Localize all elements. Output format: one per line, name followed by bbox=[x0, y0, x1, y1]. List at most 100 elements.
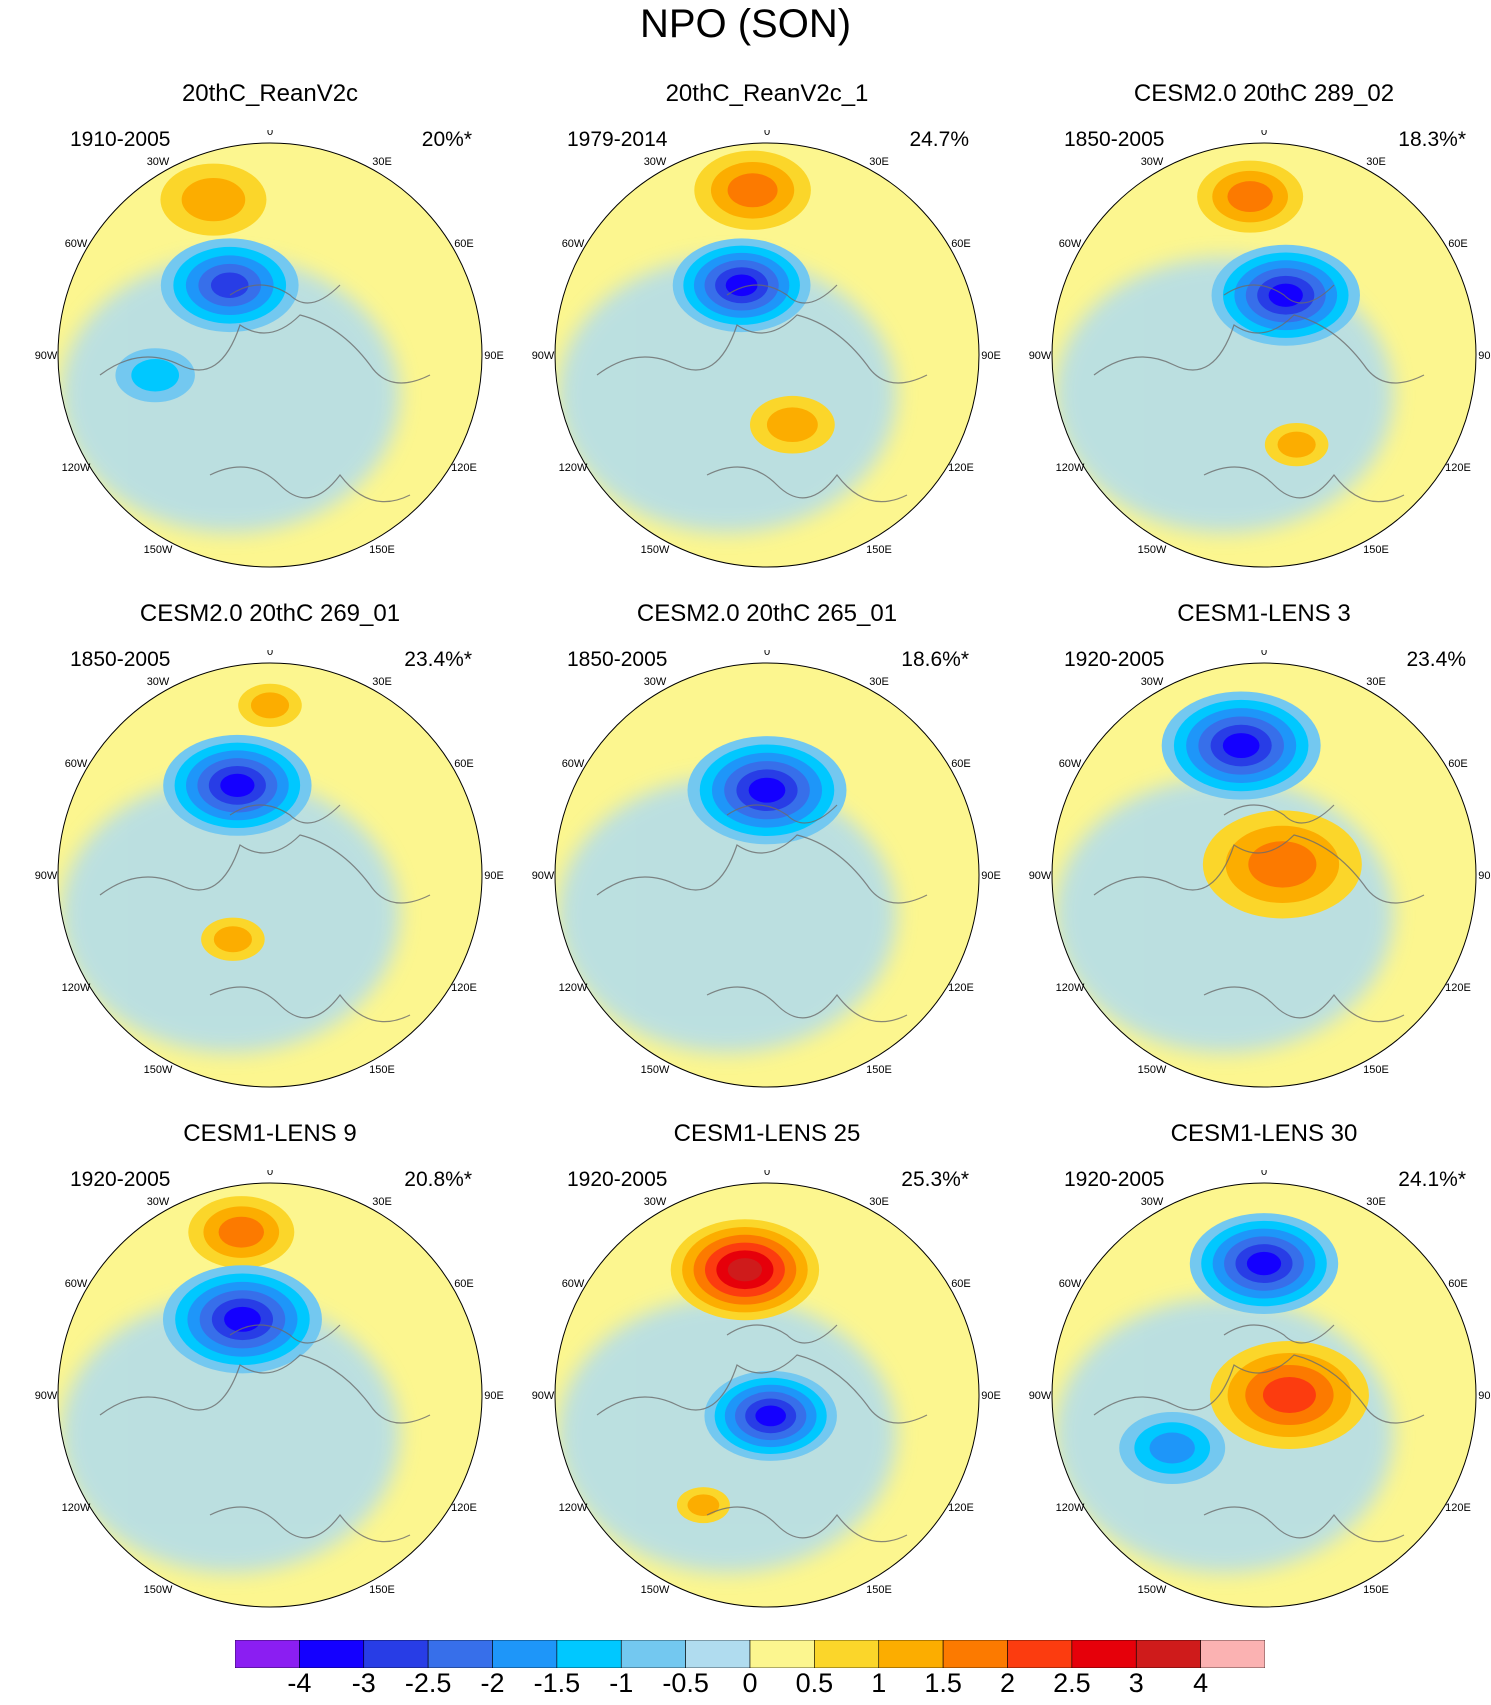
longitude-label: 90E bbox=[981, 870, 1001, 882]
panel-period: 1920-2005 bbox=[567, 1168, 668, 1191]
map-panel: CESM1-LENS 91920-200520.8%*180150E120E90… bbox=[30, 1120, 510, 1630]
panel-period: 1920-2005 bbox=[70, 1168, 171, 1191]
longitude-label: 30W bbox=[1141, 156, 1164, 168]
longitude-label: 30W bbox=[147, 676, 170, 688]
longitude-label: 120W bbox=[62, 462, 91, 474]
panel-variance-pct: 24.1%* bbox=[1398, 1168, 1466, 1191]
longitude-label: 0 bbox=[267, 1170, 273, 1178]
longitude-label: 120W bbox=[62, 982, 91, 994]
longitude-label: 90W bbox=[532, 1390, 555, 1402]
coastline bbox=[99, 1324, 431, 1543]
colorbar-tick-label: 2.5 bbox=[1053, 1668, 1091, 1698]
longitude-label: 30E bbox=[372, 156, 392, 168]
colorbar-bar bbox=[234, 1639, 1266, 1669]
panel-title: CESM1-LENS 9 bbox=[183, 1120, 357, 1147]
longitude-label: 60W bbox=[562, 238, 585, 250]
longitude-label: 0 bbox=[764, 1170, 770, 1178]
longitude-label: 120E bbox=[451, 1502, 477, 1514]
map-boundary bbox=[554, 1182, 980, 1608]
panel-period: 1920-2005 bbox=[1064, 648, 1165, 671]
longitude-label: 120W bbox=[1056, 982, 1085, 994]
panel-variance-pct: 23.4%* bbox=[404, 648, 472, 671]
panel-variance-pct: 18.3%* bbox=[1398, 128, 1466, 151]
colorbar-swatch bbox=[878, 1639, 944, 1669]
contour-blob bbox=[250, 692, 290, 719]
map-panel: 20thC_ReanV2c_11979-201424.7%180150E120E… bbox=[527, 80, 1007, 590]
contour-blob bbox=[213, 926, 252, 953]
longitude-label: 150W bbox=[641, 544, 670, 556]
contour-blob bbox=[131, 359, 180, 392]
polar-map: 180150E120E90E60E30E030W60W90W120W150W bbox=[1029, 130, 1491, 568]
panel-period: 1979-2014 bbox=[567, 128, 668, 151]
map-panel: CESM2.0 20thC 289_021850-200518.3%*18015… bbox=[1024, 80, 1491, 590]
longitude-label: 60E bbox=[951, 1278, 971, 1290]
longitude-label: 60W bbox=[1059, 238, 1082, 250]
longitude-label: 120E bbox=[948, 462, 974, 474]
contour-blob bbox=[727, 173, 778, 208]
map-boundary bbox=[1051, 662, 1477, 1088]
longitude-label: 150E bbox=[1363, 1064, 1389, 1076]
colorbar-tick-label: -2 bbox=[480, 1668, 505, 1698]
longitude-label: 120E bbox=[1445, 1502, 1471, 1514]
longitude-label: 150E bbox=[369, 1584, 395, 1596]
colorbar-swatch bbox=[363, 1639, 429, 1669]
field-band bbox=[60, 1297, 400, 1573]
longitude-label: 30W bbox=[1141, 676, 1164, 688]
panel-variance-pct: 20.8%* bbox=[404, 1168, 472, 1191]
longitude-label: 150E bbox=[866, 544, 892, 556]
colorbar-swatch bbox=[427, 1639, 493, 1669]
longitude-label: 0 bbox=[1261, 1170, 1267, 1178]
colorbar-swatch bbox=[620, 1639, 686, 1669]
map-panel: CESM2.0 20thC 265_011850-200518.6%*18015… bbox=[527, 600, 1007, 1110]
panel-variance-pct: 23.4% bbox=[1406, 648, 1466, 671]
colorbar-tick-label: 1.5 bbox=[924, 1668, 962, 1698]
longitude-label: 30W bbox=[147, 1196, 170, 1208]
longitude-label: 120W bbox=[62, 1502, 91, 1514]
coastline bbox=[596, 284, 928, 503]
longitude-label: 90W bbox=[1029, 350, 1052, 362]
longitude-label: 150W bbox=[1138, 544, 1167, 556]
longitude-label: 150W bbox=[1138, 1584, 1167, 1596]
map-boundary bbox=[57, 1182, 483, 1608]
contour-blob bbox=[181, 177, 246, 222]
longitude-label: 120E bbox=[948, 1502, 974, 1514]
longitude-label: 60W bbox=[65, 1278, 88, 1290]
longitude-label: 90W bbox=[1029, 870, 1052, 882]
field-band bbox=[557, 257, 897, 533]
contour-blob bbox=[220, 773, 255, 797]
longitude-label: 60E bbox=[1448, 1278, 1468, 1290]
longitude-label: 60E bbox=[454, 1278, 474, 1290]
polar-map: 180150E120E90E60E30E030W60W90W120W150W bbox=[532, 130, 1001, 568]
longitude-label: 60W bbox=[65, 758, 88, 770]
longitude-label: 60E bbox=[951, 238, 971, 250]
panel-period: 1920-2005 bbox=[1064, 1168, 1165, 1191]
longitude-label: 90E bbox=[1478, 870, 1491, 882]
longitude-label: 30W bbox=[147, 156, 170, 168]
longitude-label: 120E bbox=[451, 462, 477, 474]
longitude-label: 90W bbox=[35, 350, 58, 362]
longitude-label: 60W bbox=[1059, 1278, 1082, 1290]
contour-blob bbox=[727, 1258, 763, 1282]
panel-variance-pct: 20%* bbox=[421, 128, 472, 151]
map-boundary bbox=[554, 662, 980, 1088]
colorbar-swatch bbox=[1071, 1639, 1137, 1669]
panel-variance-pct: 24.7% bbox=[909, 128, 969, 151]
panel-period: 1850-2005 bbox=[1064, 128, 1165, 151]
contour-blob bbox=[1268, 283, 1303, 307]
longitude-label: 90W bbox=[35, 1390, 58, 1402]
longitude-label: 60E bbox=[454, 238, 474, 250]
contour-blob bbox=[1222, 733, 1260, 759]
longitude-label: 150W bbox=[641, 1584, 670, 1596]
coastline bbox=[596, 1324, 928, 1543]
contour-blob bbox=[1246, 1251, 1282, 1276]
longitude-label: 90W bbox=[35, 870, 58, 882]
colorbar-swatch bbox=[234, 1639, 300, 1669]
longitude-label: 0 bbox=[764, 650, 770, 658]
panel-title: 20thC_ReanV2c_1 bbox=[665, 80, 869, 107]
map-boundary bbox=[57, 142, 483, 568]
colorbar-swatch bbox=[492, 1639, 558, 1669]
panel-title: CESM1-LENS 3 bbox=[1177, 600, 1351, 627]
contour-blob bbox=[748, 777, 786, 803]
longitude-label: 120E bbox=[451, 982, 477, 994]
colorbar-tick-label: 4 bbox=[1193, 1668, 1209, 1698]
